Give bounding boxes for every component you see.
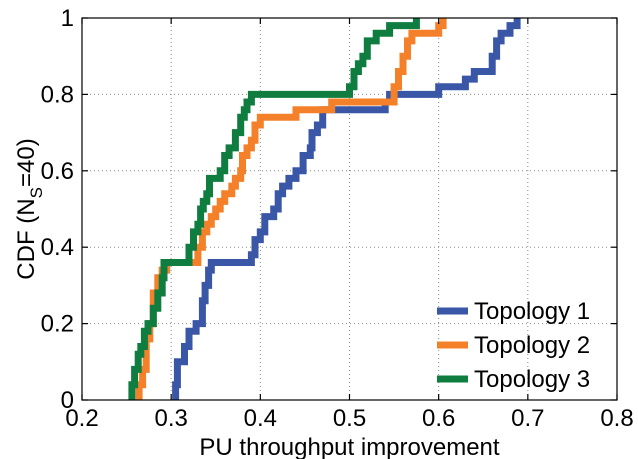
legend-label: Topology 1 bbox=[474, 298, 590, 325]
x-tick-label: 0.3 bbox=[154, 405, 187, 432]
y-axis-title: CDF (NS=40) bbox=[13, 138, 46, 279]
y-tick-label: 0.8 bbox=[41, 81, 74, 108]
series-line-topology-1 bbox=[172, 18, 521, 400]
y-tick-label: 0.6 bbox=[41, 158, 74, 185]
legend-label: Topology 3 bbox=[474, 366, 590, 393]
y-axis-title-tail: =40) bbox=[13, 138, 40, 187]
x-tick-label: 0.2 bbox=[65, 405, 98, 432]
y-tick-label: 0 bbox=[61, 387, 74, 414]
y-tick-label: 0.2 bbox=[41, 311, 74, 338]
x-tick-label: 0.5 bbox=[333, 405, 366, 432]
legend-label: Topology 2 bbox=[474, 332, 590, 359]
y-tick-label: 1 bbox=[61, 5, 74, 32]
series-line-topology-3 bbox=[128, 18, 420, 400]
x-tick-label: 0.6 bbox=[422, 405, 455, 432]
y-tick-label: 0.4 bbox=[41, 234, 74, 261]
ticks bbox=[81, 17, 618, 401]
series-line-topology-2 bbox=[135, 18, 447, 400]
x-tick-label: 0.4 bbox=[244, 405, 277, 432]
tick-labels: 0.2 0.3 0.4 0.5 0.6 0.7 0.800.20.40.60.81 bbox=[41, 5, 634, 432]
legend: Topology 1 Topology 2 Topology 3 bbox=[437, 298, 590, 393]
series-lines bbox=[128, 18, 521, 400]
x-tick-label: 0.8 bbox=[600, 405, 633, 432]
y-axis-title-subscript: S bbox=[27, 187, 46, 198]
x-axis-title: PU throughput improvement bbox=[199, 434, 499, 459]
y-axis-title-main: CDF (N bbox=[13, 198, 40, 279]
x-tick-label: 0.7 bbox=[511, 405, 544, 432]
